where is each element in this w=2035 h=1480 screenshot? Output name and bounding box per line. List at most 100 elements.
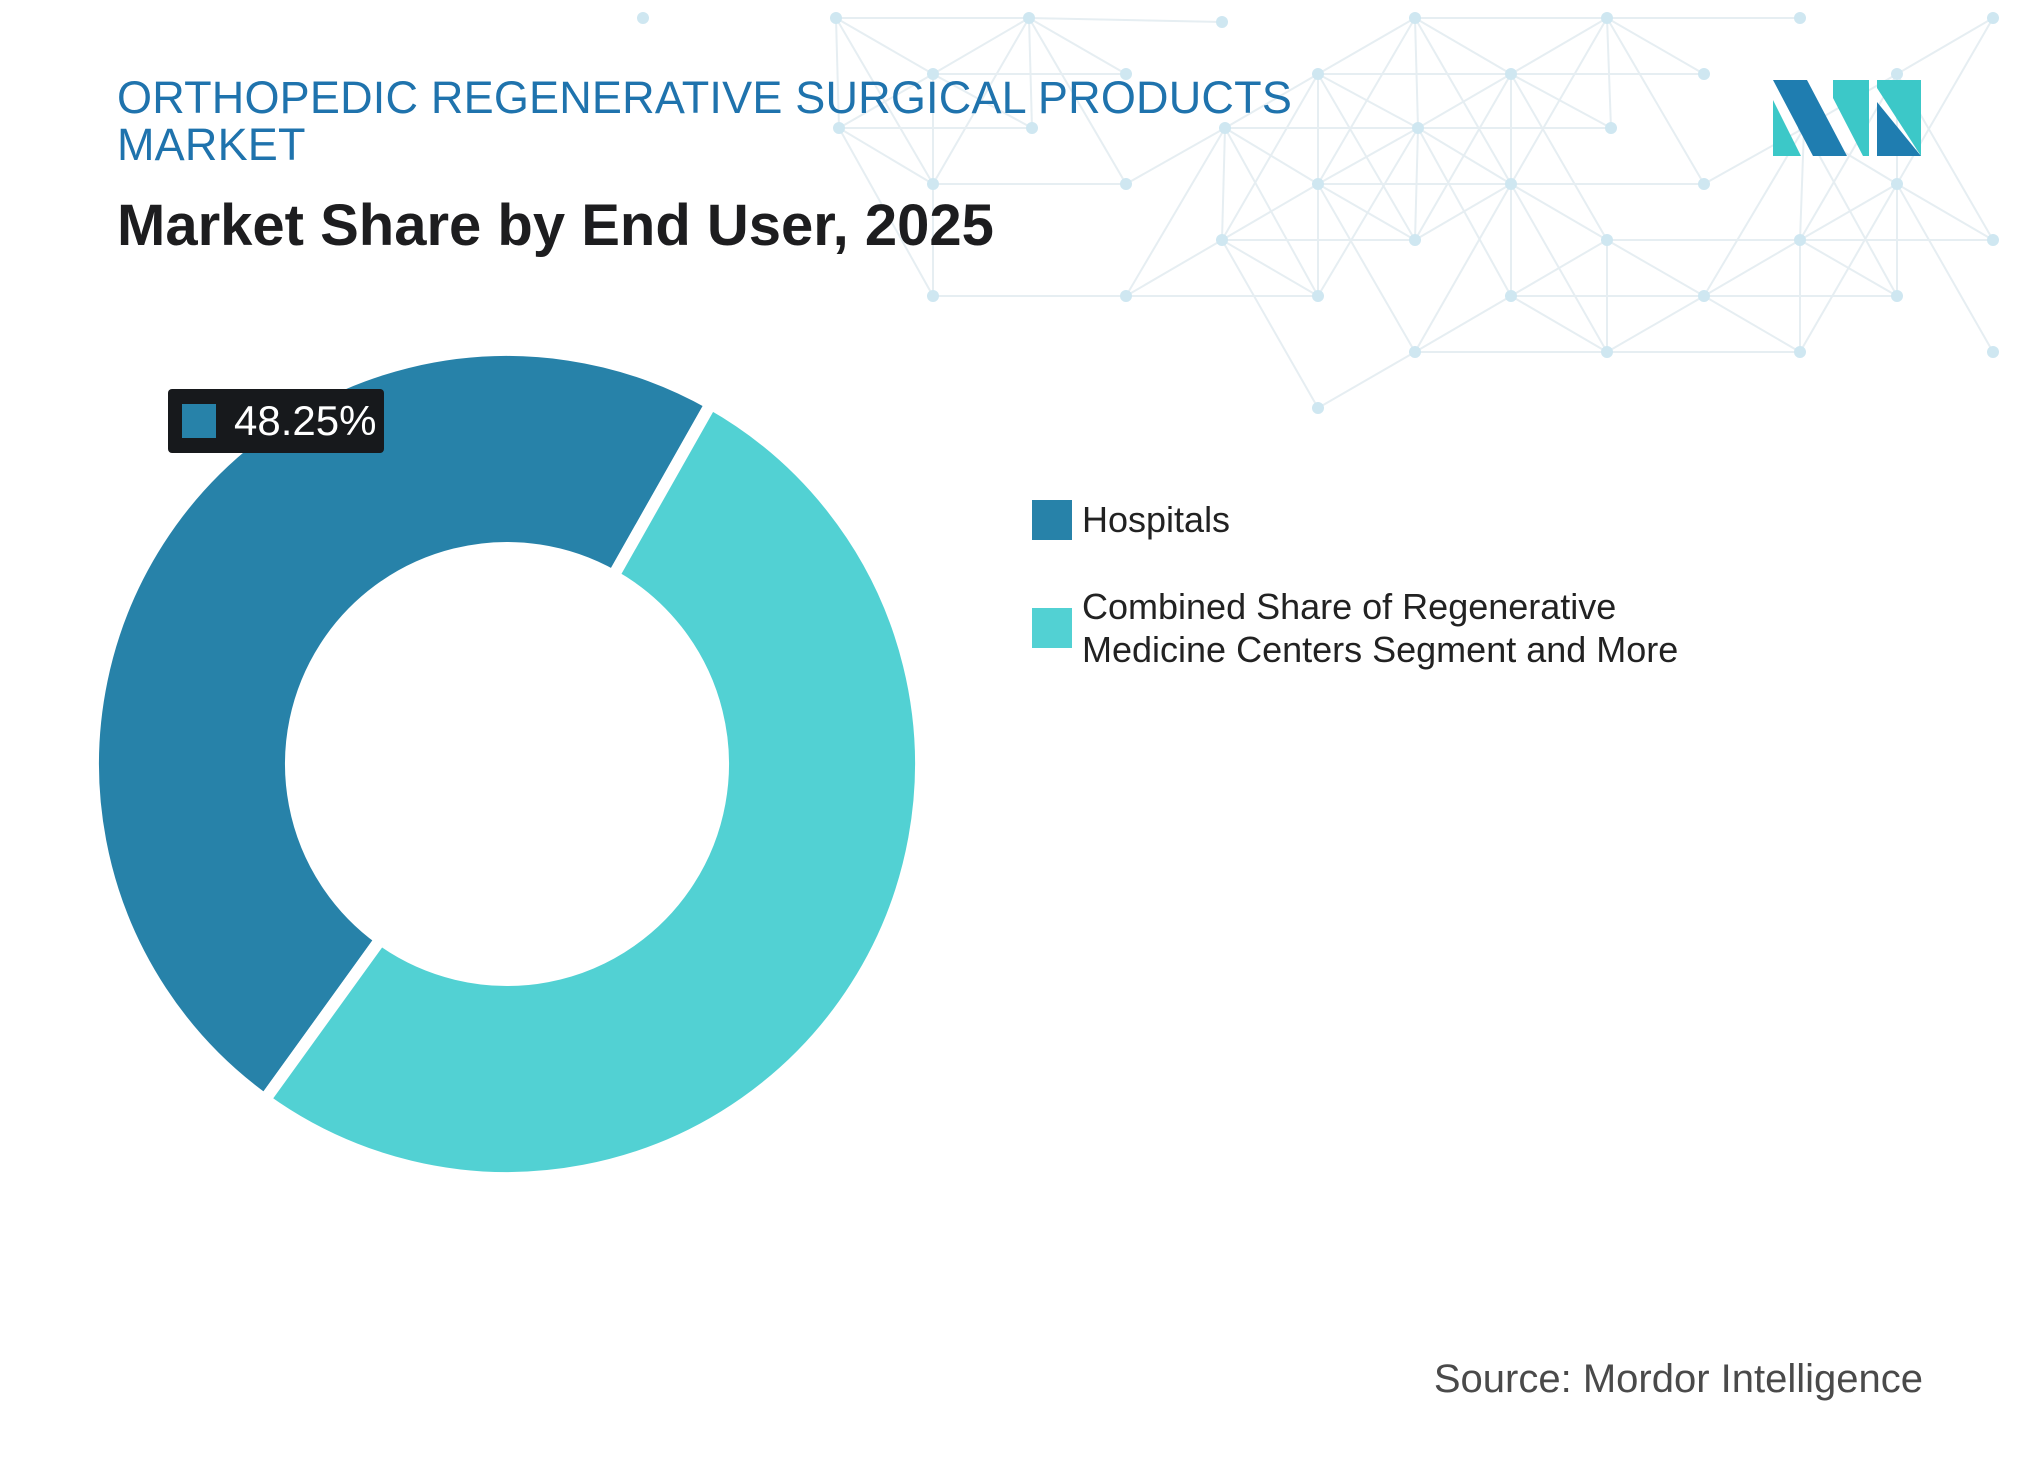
pattern-line [1606,239,1705,297]
legend-item-hospitals: Hospitals [1032,498,1712,541]
pattern-dot [1794,234,1806,246]
pattern-line [835,17,934,75]
pattern-line [1417,127,1512,185]
pattern-line [1896,183,1994,353]
pattern-line [838,127,934,185]
pattern-dot [1605,122,1617,134]
pattern-dot [1601,234,1613,246]
pattern-line [1799,73,1898,241]
logo-bar-2 [1773,100,1801,156]
pattern-line [1896,17,1994,75]
pattern-line [1799,183,1898,241]
legend-label-combined: Combined Share of Regenerative Medicine … [1082,586,1679,670]
pattern-line [1125,127,1226,185]
pattern-dot [1601,12,1613,24]
pattern-line [1221,239,1319,409]
pattern-line [1510,295,1608,353]
pattern-line [1417,73,1512,129]
pattern-dot [1023,12,1035,24]
pattern-line [1317,73,1419,129]
pattern-line [1028,17,1127,75]
pattern-dot [1601,346,1613,358]
legend-swatch-hospitals [1032,499,1072,540]
data-label-swatch [182,404,216,438]
pattern-line [932,17,1030,75]
pattern-dot [1698,68,1710,80]
mordor-logo-icon [1773,80,1921,156]
pattern-line [1221,239,1319,297]
pattern-line [1510,73,1612,129]
pattern-line [1028,17,1223,23]
logo-bar-1 [1773,80,1847,156]
pattern-dot [1219,122,1231,134]
pattern-line [1510,183,1608,241]
pattern-dot [1987,12,1999,24]
pattern-dot [1312,402,1324,414]
pattern-dot [1409,234,1421,246]
pattern-line [1414,183,1512,353]
pattern-dot [927,290,939,302]
pattern-dot [1987,234,1999,246]
pattern-dot [1409,12,1421,24]
pattern-line [1125,127,1226,297]
pattern-line [1221,127,1226,241]
pattern-line [1317,183,1416,241]
pattern-line [1510,73,1608,241]
pattern-line [1317,183,1416,353]
pattern-dot [637,12,649,24]
pattern-line [1703,239,1801,297]
donut-slice-combined [256,395,928,1184]
pattern-line [1414,295,1512,353]
pattern-dot [1698,290,1710,302]
report-kicker: ORTHOPEDIC REGENERATIVE SURGICAL PRODUCT… [117,72,1293,171]
pattern-line [1896,17,1994,185]
pattern-dot [1412,122,1424,134]
pattern-line [1414,183,1512,241]
pattern-dot [1312,178,1324,190]
pattern-dot [1505,290,1517,302]
chart-legend: Hospitals Combined Share of Regenerative… [1032,498,1712,715]
pattern-line [1799,127,1805,241]
pattern-line [838,127,934,297]
pattern-dot [1216,234,1228,246]
data-label-value: 48.25% [234,397,377,444]
pattern-line [1414,17,1512,75]
pattern-dot [1891,68,1903,80]
pattern-line [1510,17,1608,75]
legend-item-combined: Combined Share of Regenerative Medicine … [1032,585,1712,671]
chart-title: Market Share by End User, 2025 [117,193,994,258]
pattern-dot [1312,68,1324,80]
pattern-dot [1794,346,1806,358]
pattern-dot [1120,178,1132,190]
legend-swatch-combined [1032,608,1072,648]
pattern-dot [1505,68,1517,80]
pattern-line [1606,17,1705,75]
pattern-dot [1505,178,1517,190]
pattern-line [1224,73,1319,129]
pattern-line [932,73,1033,129]
pattern-line [838,73,934,129]
pattern-line [1317,127,1419,185]
pattern-line [1221,73,1319,241]
pattern-dot [1216,16,1228,28]
pattern-line [1510,239,1608,297]
pattern-line [1606,295,1705,353]
pattern-dot [927,178,939,190]
pattern-dot [1891,290,1903,302]
source-note: Source: Mordor Intelligence [1433,1357,1923,1401]
pattern-dot [927,68,939,80]
pattern-line [1799,239,1898,297]
pattern-line [1224,127,1319,185]
pattern-dot [1698,178,1710,190]
pattern-dot [1312,290,1324,302]
pattern-line [1896,183,1994,241]
logo-bar-4 [1877,80,1921,156]
pattern-line [1606,17,1705,185]
pattern-dot [830,12,842,24]
pattern-dot [833,122,845,134]
pattern-line [1028,17,1127,185]
pattern-dot [1987,346,1999,358]
pattern-line [1414,73,1512,241]
logo-bar-3 [1833,80,1869,156]
